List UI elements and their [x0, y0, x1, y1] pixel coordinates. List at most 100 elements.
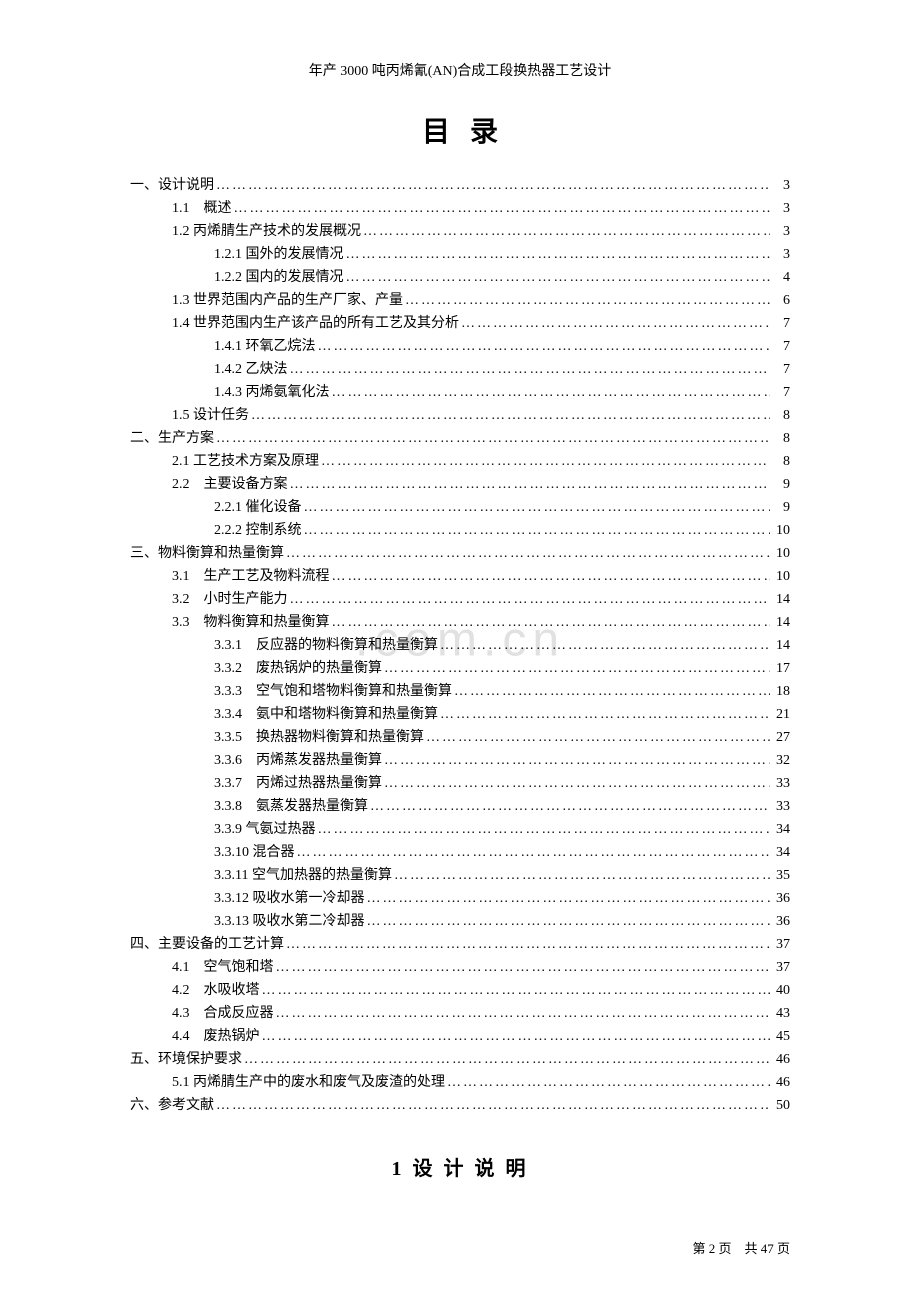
toc-leader-dots: ……………………………………………………………………………………………………………	[459, 313, 770, 335]
toc-entry: 1.4.3 丙烯氨氧化法……………………………………………………………………………	[130, 382, 790, 404]
toc-leader-dots: ……………………………………………………………………………………………………………	[295, 842, 771, 864]
toc-entry-page: 33	[770, 796, 790, 818]
toc-entry-page: 3	[770, 175, 790, 197]
toc-entry-page: 7	[770, 313, 790, 335]
toc-entry-label: 3.3 物料衡算和热量衡算	[172, 612, 330, 634]
toc-entry: 4.3 合成反应器……………………………………………………………………………………	[130, 1003, 790, 1025]
toc-entry: 1.4.1 环氧乙烷法………………………………………………………………………………	[130, 336, 790, 358]
toc-entry: 二、生产方案……………………………………………………………………………………………	[130, 428, 790, 450]
toc-leader-dots: ……………………………………………………………………………………………………………	[214, 428, 770, 450]
footer-total-pages: 47	[761, 1241, 774, 1256]
toc-entry-label: 二、生产方案	[130, 428, 214, 450]
toc-entry-page: 10	[770, 566, 790, 588]
toc-entry: 六、参考文献……………………………………………………………………………………………	[130, 1095, 790, 1117]
toc-entry-label: 1.2 丙烯腈生产技术的发展概况	[172, 221, 361, 243]
toc-leader-dots: ……………………………………………………………………………………………………………	[382, 773, 770, 795]
toc-entry: 3.1 生产工艺及物料流程…………………………………………………………………………	[130, 566, 790, 588]
toc-entry-page: 32	[770, 750, 790, 772]
toc-leader-dots: ……………………………………………………………………………………………………………	[288, 359, 771, 381]
toc-entry-label: 2.2.2 控制系统	[214, 520, 302, 542]
section-heading: 1 设 计 说 明	[130, 1152, 790, 1181]
toc-entry-page: 3	[770, 198, 790, 220]
toc-entry-label: 3.3.12 吸收水第一冷却器	[214, 888, 365, 910]
toc-leader-dots: ……………………………………………………………………………………………………………	[214, 1095, 770, 1117]
toc-entry-label: 2.2 主要设备方案	[172, 474, 288, 496]
toc-leader-dots: ……………………………………………………………………………………………………………	[438, 635, 770, 657]
toc-entry-label: 2.2.1 催化设备	[214, 497, 302, 519]
toc-entry-page: 14	[770, 612, 790, 634]
toc-entry: 2.2 主要设备方案…………………………………………………………………………………	[130, 474, 790, 496]
toc-leader-dots: ……………………………………………………………………………………………………………	[316, 819, 771, 841]
toc-leader-dots: ……………………………………………………………………………………………………………	[452, 681, 770, 703]
toc-leader-dots: ……………………………………………………………………………………………………………	[368, 796, 770, 818]
toc-entry-label: 一、设计说明	[130, 175, 214, 197]
toc-entry: 1.5 设计任务………………………………………………………………………………………	[130, 405, 790, 427]
toc-entry: 3.3.11 空气加热器的热量衡算………………………………………………………………	[130, 865, 790, 887]
toc-leader-dots: ……………………………………………………………………………………………………………	[232, 198, 771, 220]
main-title: 目录	[130, 110, 790, 150]
toc-entry: 3.3.6 丙烯蒸发器热量衡算……………………………………………………………………	[130, 750, 790, 772]
toc-entry-page: 8	[770, 405, 790, 427]
toc-entry-label: 3.3.13 吸收水第二冷却器	[214, 911, 365, 933]
toc-entry-label: 四、主要设备的工艺计算	[130, 934, 284, 956]
toc-entry-page: 7	[770, 382, 790, 404]
toc-entry-page: 36	[770, 888, 790, 910]
toc-entry-label: 1.3 世界范围内产品的生产厂家、产量	[172, 290, 403, 312]
toc-leader-dots: ……………………………………………………………………………………………………………	[382, 750, 770, 772]
toc-leader-dots: ……………………………………………………………………………………………………………	[274, 957, 771, 979]
toc-entry: 4.4 废热锅炉………………………………………………………………………………………	[130, 1026, 790, 1048]
toc-entry-page: 37	[770, 957, 790, 979]
toc-entry-page: 7	[770, 359, 790, 381]
toc-entry-page: 46	[770, 1072, 790, 1094]
toc-entry: 2.2.1 催化设备…………………………………………………………………………………	[130, 497, 790, 519]
toc-entry: 5.1 丙烯腈生产中的废水和废气及废渣的处理…………………………………………………	[130, 1072, 790, 1094]
toc-entry-label: 1.4 世界范围内生产该产品的所有工艺及其分析	[172, 313, 459, 335]
document-header-title: 年产 3000 吨丙烯氰(AN)合成工段换热器工艺设计	[130, 60, 790, 80]
toc-entry: 3.3.12 吸收水第一冷却器……………………………………………………………………	[130, 888, 790, 910]
toc-entry-page: 27	[770, 727, 790, 749]
toc-leader-dots: ……………………………………………………………………………………………………………	[316, 336, 771, 358]
toc-entry-page: 3	[770, 221, 790, 243]
toc-leader-dots: ……………………………………………………………………………………………………………	[330, 382, 771, 404]
toc-entry-page: 36	[770, 911, 790, 933]
toc-entry-label: 三、物料衡算和热量衡算	[130, 543, 284, 565]
toc-entry-page: 7	[770, 336, 790, 358]
toc-entry: 3.3.13 吸收水第二冷却器……………………………………………………………………	[130, 911, 790, 933]
toc-entry-label: 3.3.10 混合器	[214, 842, 295, 864]
toc-entry-page: 9	[770, 497, 790, 519]
toc-entry-label: 3.3.5 换热器物料衡算和热量衡算	[214, 727, 424, 749]
toc-entry-page: 33	[770, 773, 790, 795]
toc-entry: 2.2.2 控制系统…………………………………………………………………………………	[130, 520, 790, 542]
toc-entry-label: 3.3.6 丙烯蒸发器热量衡算	[214, 750, 382, 772]
toc-entry: 4.2 水吸收塔………………………………………………………………………………………	[130, 980, 790, 1002]
toc-entry-label: 3.3.8 氨蒸发器热量衡算	[214, 796, 368, 818]
toc-entry-page: 34	[770, 842, 790, 864]
footer-current-label: 第	[692, 1241, 705, 1256]
toc-leader-dots: ……………………………………………………………………………………………………………	[284, 543, 770, 565]
toc-leader-dots: ……………………………………………………………………………………………………………	[319, 451, 770, 473]
toc-entry: 1.2 丙烯腈生产技术的发展概况…………………………………………………………………	[130, 221, 790, 243]
toc-entry-label: 3.2 小时生产能力	[172, 589, 288, 611]
toc-entry-page: 10	[770, 543, 790, 565]
toc-entry: 五、环境保护要求………………………………………………………………………………………	[130, 1049, 790, 1071]
footer-total-label: 共	[744, 1241, 757, 1256]
toc-entry-label: 3.1 生产工艺及物料流程	[172, 566, 330, 588]
toc-entry-page: 43	[770, 1003, 790, 1025]
toc-entry-label: 1.4.3 丙烯氨氧化法	[214, 382, 330, 404]
toc-entry: 3.3.10 混合器…………………………………………………………………………………	[130, 842, 790, 864]
toc-leader-dots: ……………………………………………………………………………………………………………	[288, 474, 771, 496]
toc-entry-page: 46	[770, 1049, 790, 1071]
toc-leader-dots: ……………………………………………………………………………………………………………	[274, 1003, 771, 1025]
toc-entry: 3.3.5 换热器物料衡算和热量衡算……………………………………………………………	[130, 727, 790, 749]
toc-leader-dots: ……………………………………………………………………………………………………………	[344, 244, 771, 266]
toc-entry-page: 8	[770, 451, 790, 473]
footer-total-unit: 页	[777, 1241, 790, 1256]
toc-leader-dots: ……………………………………………………………………………………………………………	[330, 612, 771, 634]
toc-entry: 3.3.4 氨中和塔物料衡算和热量衡算…………………………………………………………	[130, 704, 790, 726]
toc-leader-dots: ……………………………………………………………………………………………………………	[392, 865, 770, 887]
toc-entry: 3.3.7 丙烯过热器热量衡算……………………………………………………………………	[130, 773, 790, 795]
toc-entry-label: 4.2 水吸收塔	[172, 980, 260, 1002]
toc-entry-page: 17	[770, 658, 790, 680]
toc-leader-dots: ……………………………………………………………………………………………………………	[438, 704, 770, 726]
page-container: 年产 3000 吨丙烯氰(AN)合成工段换热器工艺设计 目录 一、设计说明 …………	[0, 0, 920, 1221]
